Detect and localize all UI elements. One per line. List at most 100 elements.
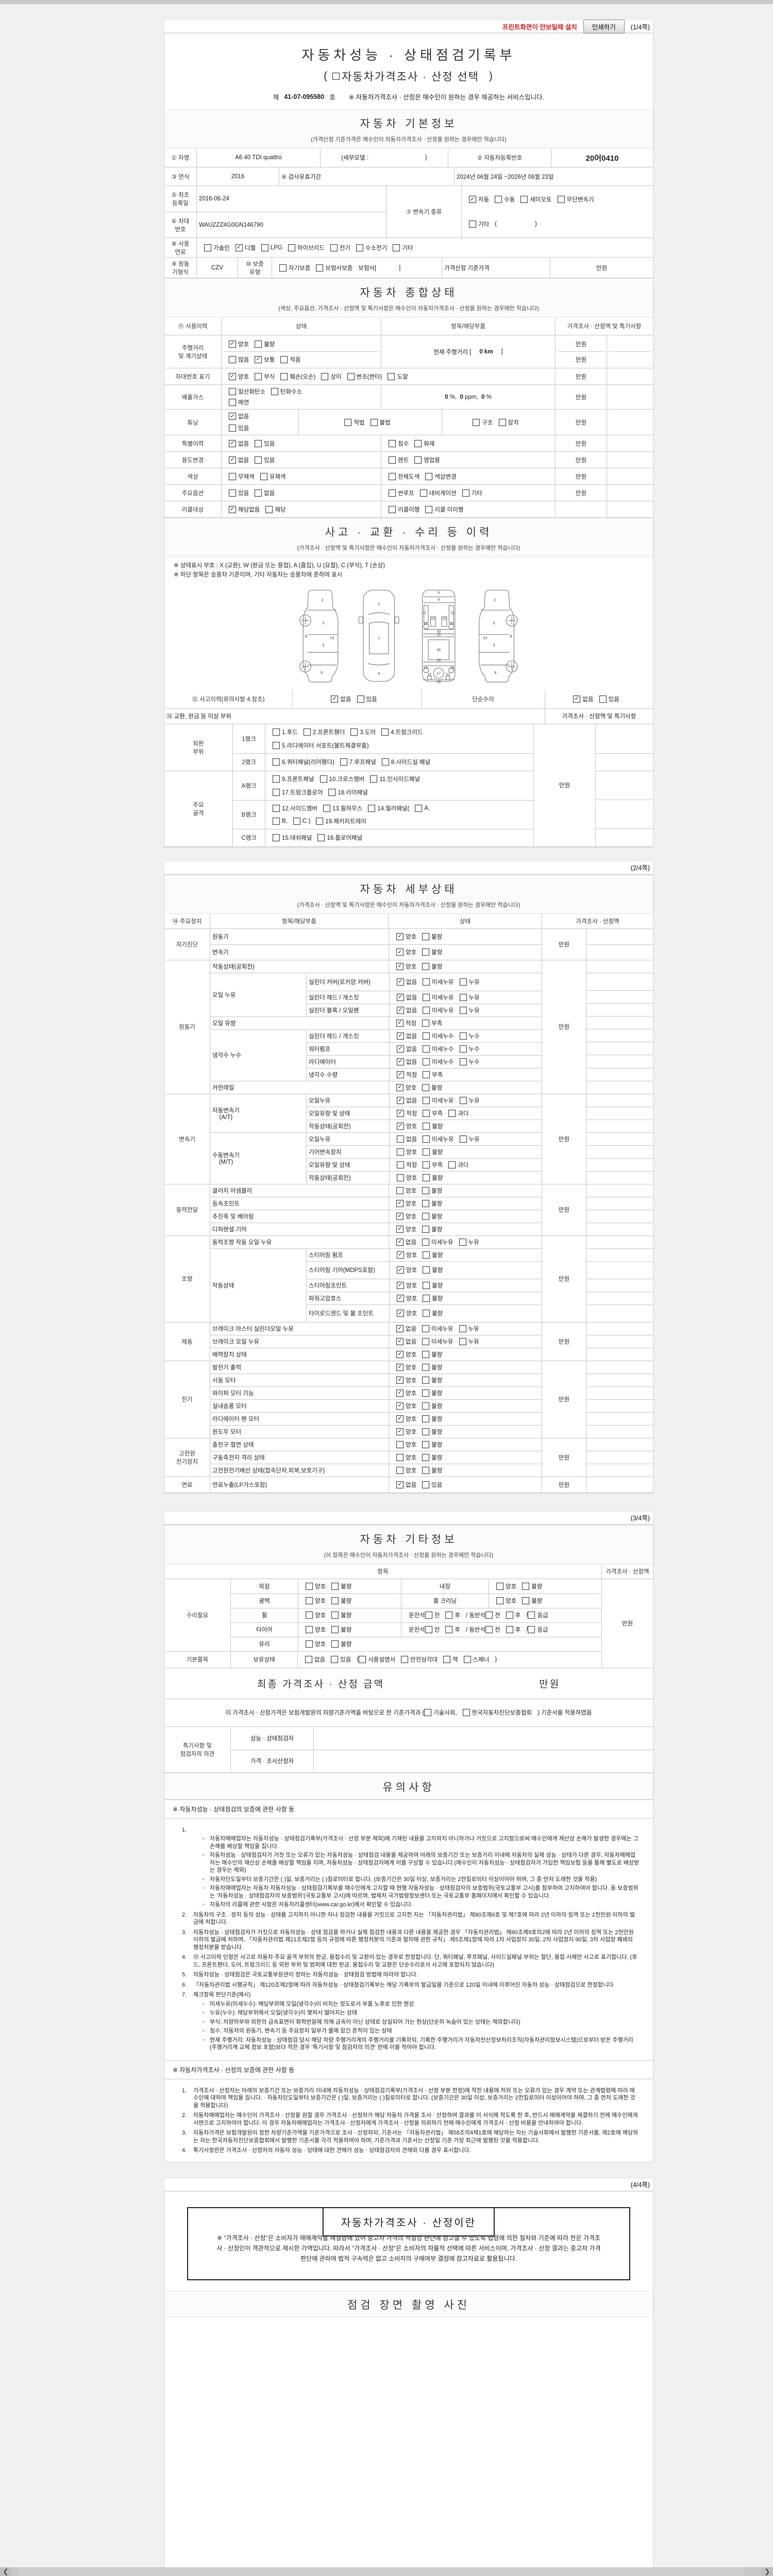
checkbox-icon[interactable] [273,834,280,842]
checkbox-checked-icon[interactable]: ✓ [397,1045,404,1053]
checkbox-icon[interactable] [389,456,396,464]
checkbox-checked-icon[interactable]: ✓ [469,196,476,203]
checkbox-checked-icon[interactable]: ✓ [331,695,339,703]
checkbox-icon[interactable] [423,1251,430,1259]
checkbox-checked-icon[interactable]: ✓ [396,933,404,940]
checkbox-icon[interactable] [293,818,300,825]
checkbox-icon[interactable] [273,788,280,796]
checkbox-icon[interactable] [522,1597,530,1605]
checkbox-checked-icon[interactable]: ✓ [229,340,236,348]
checkbox-icon[interactable] [279,264,287,272]
checkbox-icon[interactable] [331,1612,339,1619]
checkbox-icon[interactable] [255,489,262,497]
checkbox-icon[interactable] [393,244,400,251]
checkbox-icon[interactable] [459,1032,467,1040]
checkbox-checked-icon[interactable]: ✓ [396,1376,404,1384]
checkbox-icon[interactable] [506,1612,513,1619]
checkbox-icon[interactable] [350,728,358,736]
checkbox-icon[interactable] [423,1045,430,1053]
checkbox-icon[interactable] [462,489,469,497]
checkbox-icon[interactable] [273,758,280,766]
checkbox-icon[interactable] [344,418,352,426]
checkbox-icon[interactable] [445,1612,453,1619]
checkbox-icon[interactable] [423,1174,430,1181]
checkbox-icon[interactable] [288,244,295,251]
checkbox-icon[interactable] [229,424,236,432]
checkbox-icon[interactable] [306,1626,313,1634]
checkbox-icon[interactable] [317,834,325,842]
checkbox-icon[interactable] [485,1612,493,1619]
checkbox-checked-icon[interactable]: ✓ [397,1281,404,1289]
checkbox-icon[interactable] [423,1058,430,1065]
checkbox-checked-icon[interactable]: ✓ [396,1019,404,1027]
checkbox-icon[interactable] [422,1415,430,1422]
checkbox-checked-icon[interactable]: ✓ [396,962,404,970]
checkbox-icon[interactable] [422,1187,430,1194]
checkbox-icon[interactable] [422,1440,430,1448]
checkbox-icon[interactable] [261,244,268,251]
checkbox-icon[interactable] [389,505,396,513]
checkbox-icon[interactable] [303,728,311,736]
checkbox-icon[interactable] [331,1597,339,1605]
checkbox-icon[interactable] [388,372,395,380]
checkbox-icon[interactable] [423,1109,430,1117]
checkbox-checked-icon[interactable]: ✓ [396,1402,404,1410]
checkbox-icon[interactable] [422,1363,430,1371]
checkbox-checked-icon[interactable]: ✓ [396,1415,404,1422]
checkbox-icon[interactable] [389,489,396,497]
checkbox-checked-icon[interactable]: ✓ [397,1109,404,1117]
checkbox-icon[interactable] [459,1135,467,1143]
checkbox-checked-icon[interactable]: ✓ [397,1122,404,1130]
checkbox-icon[interactable] [459,1045,467,1053]
checkbox-checked-icon[interactable]: ✓ [229,372,236,380]
checkbox-icon[interactable] [414,456,422,464]
checkbox-icon[interactable] [459,1238,466,1246]
checkbox-icon[interactable] [331,1640,339,1648]
checkbox-icon[interactable] [485,1626,493,1634]
checkbox-icon[interactable] [306,1597,313,1605]
checkbox-icon[interactable] [331,1656,339,1664]
checkbox-checked-icon[interactable]: ✓ [573,695,581,703]
checkbox-icon[interactable] [328,788,336,796]
checkbox-icon[interactable] [422,1225,430,1233]
checkbox-icon[interactable] [397,1174,404,1181]
checkbox-icon[interactable] [448,1109,456,1117]
checkbox-icon[interactable] [401,1656,409,1664]
checkbox-icon[interactable] [422,1402,430,1410]
checkbox-checked-icon[interactable]: ✓ [396,1325,404,1332]
checkbox-icon[interactable] [331,1626,339,1634]
checkbox-icon[interactable] [422,1083,430,1091]
checkbox-checked-icon[interactable]: ✓ [235,244,243,251]
checkbox-checked-icon[interactable]: ✓ [397,1310,404,1317]
checkbox-checked-icon[interactable]: ✓ [396,1225,404,1233]
checkbox-icon[interactable] [498,418,506,426]
checkbox-icon[interactable] [422,1212,430,1220]
checkbox-icon[interactable] [422,1238,430,1246]
checkbox-icon[interactable] [255,340,262,348]
checkbox-icon[interactable] [422,1376,430,1384]
checkbox-checked-icon[interactable]: ✓ [396,948,404,956]
checkbox-icon[interactable] [265,505,273,513]
checkbox-icon[interactable] [496,1597,503,1605]
checkbox-checked-icon[interactable]: ✓ [396,1238,404,1246]
checkbox-icon[interactable] [229,489,236,497]
checkbox-icon[interactable] [255,439,262,447]
checkbox-icon[interactable] [469,221,476,228]
checkbox-icon[interactable] [422,948,430,956]
checkbox-icon[interactable] [330,244,338,251]
checkbox-icon[interactable] [271,387,278,395]
checkbox-icon[interactable] [522,1582,530,1590]
checkbox-icon[interactable] [423,1071,430,1078]
checkbox-icon[interactable] [448,1161,456,1168]
checkbox-icon[interactable] [255,372,262,380]
checkbox-icon[interactable] [423,1310,430,1317]
checkbox-icon[interactable] [463,1656,471,1664]
checkbox-icon[interactable] [396,1466,404,1474]
checkbox-checked-icon[interactable]: ✓ [397,1294,404,1302]
checkbox-checked-icon[interactable]: ✓ [396,1212,404,1220]
checkbox-icon[interactable] [368,804,376,812]
checkbox-icon[interactable] [423,1135,430,1143]
checkbox-icon[interactable] [459,1325,466,1332]
checkbox-icon[interactable] [320,775,327,783]
checkbox-icon[interactable] [423,1161,430,1168]
